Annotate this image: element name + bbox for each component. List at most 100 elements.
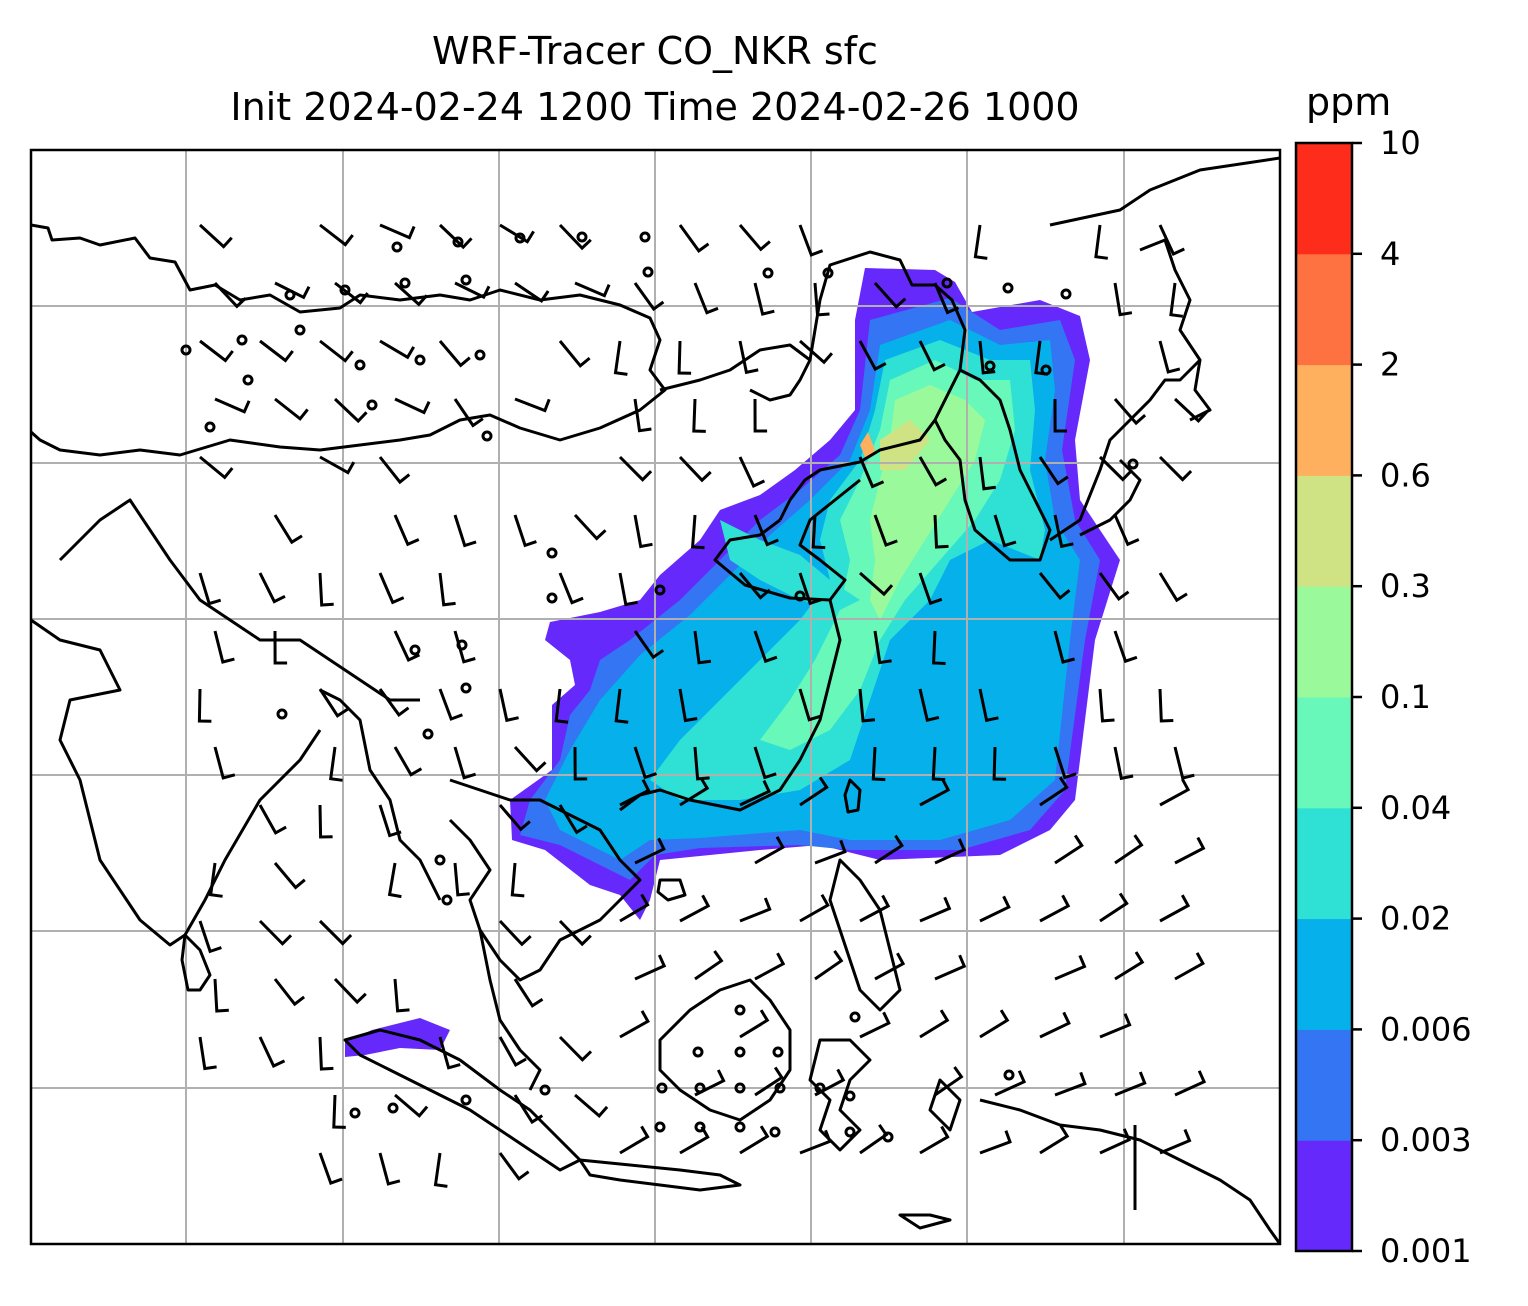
wind-barb xyxy=(690,514,705,550)
wind-barb xyxy=(199,339,234,363)
wind-barb xyxy=(453,514,477,548)
coastline-sumatra xyxy=(343,1028,582,1172)
wind-barb xyxy=(1039,776,1069,807)
wind-barb xyxy=(198,1036,217,1071)
wind-barb xyxy=(934,1066,964,1097)
wind-barb xyxy=(438,572,456,607)
wind-barb xyxy=(393,281,428,307)
wind-barb xyxy=(1174,952,1205,981)
wind-barb xyxy=(1174,836,1206,865)
wind-calm-marker xyxy=(460,682,472,694)
wind-barb xyxy=(679,1125,710,1155)
wind-barb xyxy=(438,223,473,250)
wind-barb xyxy=(678,455,712,483)
wind-calm-marker xyxy=(242,374,254,386)
wind-barb xyxy=(934,954,967,981)
wind-calm-marker xyxy=(849,1011,861,1023)
wind-barb xyxy=(274,397,309,421)
map-area xyxy=(31,150,1280,1244)
wind-barb xyxy=(318,804,333,839)
wind-barb xyxy=(1053,514,1074,549)
wind-calm-marker xyxy=(734,1004,746,1016)
wind-barb xyxy=(498,1036,527,1067)
wind-barb xyxy=(738,572,771,600)
wind-barb xyxy=(1114,1071,1147,1097)
gridlines xyxy=(31,150,1280,1244)
wind-barb xyxy=(931,746,946,782)
wind-calm-marker xyxy=(844,1126,856,1138)
wind-barb xyxy=(514,397,551,413)
wind-barb xyxy=(858,456,885,489)
wind-calm-marker xyxy=(769,1126,781,1138)
colorbar-segment xyxy=(1296,253,1352,366)
wind-barb xyxy=(274,281,311,300)
wind-calm-marker xyxy=(474,349,486,361)
wind-barb xyxy=(678,688,698,723)
wind-barb xyxy=(753,630,778,664)
wind-calm-marker xyxy=(354,359,366,371)
wind-calm-marker xyxy=(1127,458,1139,470)
wind-barb xyxy=(933,514,949,549)
wind-barb xyxy=(438,1036,461,1070)
wind-barb xyxy=(273,862,306,890)
wind-barb xyxy=(693,630,712,665)
wind-barb xyxy=(979,1009,1010,1039)
wind-barb xyxy=(978,688,999,723)
wind-barb xyxy=(513,1094,544,1125)
wind-barb xyxy=(1113,630,1138,664)
wind-barb xyxy=(694,1069,726,1097)
colorbar-tick-label: 0.6 xyxy=(1380,456,1431,494)
wind-barb xyxy=(1099,892,1129,923)
wind-calm-marker xyxy=(339,284,351,296)
colorbar-tick-label: 0.001 xyxy=(1380,1232,1472,1270)
wind-barb xyxy=(814,1068,846,1097)
wind-barb xyxy=(258,919,293,946)
wind-barb xyxy=(1158,455,1193,482)
wind-barb xyxy=(329,746,343,782)
wind-barb xyxy=(978,340,996,375)
wind-barb xyxy=(814,839,847,865)
wind-barb xyxy=(1053,746,1077,780)
wind-barb xyxy=(393,978,410,1013)
coastline-india-himalaya xyxy=(58,498,420,702)
wind-calm-marker xyxy=(774,1082,786,1094)
wind-barb xyxy=(558,1035,593,1062)
wind-barb xyxy=(919,1125,950,1155)
wind-barb xyxy=(738,456,766,488)
wind-barb xyxy=(874,834,904,865)
wind-barb xyxy=(1159,1128,1192,1155)
colorbar-tick-label: 0.02 xyxy=(1380,900,1451,938)
wind-barb xyxy=(1114,951,1145,981)
wind-barb xyxy=(454,281,491,300)
wind-barb xyxy=(1159,894,1191,923)
wind-barb xyxy=(859,1011,891,1039)
wind-barb xyxy=(1158,688,1174,723)
wind-barb xyxy=(213,281,247,309)
wind-calm-marker xyxy=(294,324,306,336)
coastline-borneo xyxy=(658,978,792,1122)
wind-calm-marker xyxy=(576,231,588,243)
coastline-myanmar xyxy=(319,688,442,901)
wind-barb xyxy=(333,977,367,1005)
wind-barb xyxy=(993,514,1017,548)
wind-barb xyxy=(1094,224,1108,260)
wind-barb xyxy=(634,837,666,865)
wind-calm-marker xyxy=(409,644,421,656)
wind-calm-marker xyxy=(734,1082,746,1094)
wind-barb xyxy=(258,1036,286,1068)
wind-barb xyxy=(798,688,822,722)
wind-barb xyxy=(1158,340,1181,374)
wind-calm-marker xyxy=(694,1121,706,1133)
wind-barb xyxy=(677,340,692,375)
wind-barb xyxy=(378,804,402,838)
coastline-hainan xyxy=(656,878,687,902)
colorbar-segment xyxy=(1296,807,1352,920)
coastline-sakhalin-kamchatka xyxy=(1049,156,1280,227)
wind-barb xyxy=(919,1009,950,1039)
wind-barb xyxy=(633,630,665,660)
wind-barb xyxy=(273,630,288,665)
wind-calm-marker xyxy=(414,354,426,366)
coastline-mongolia-border xyxy=(659,343,812,402)
wind-barb xyxy=(754,1066,784,1097)
wind-barb xyxy=(1113,746,1134,781)
